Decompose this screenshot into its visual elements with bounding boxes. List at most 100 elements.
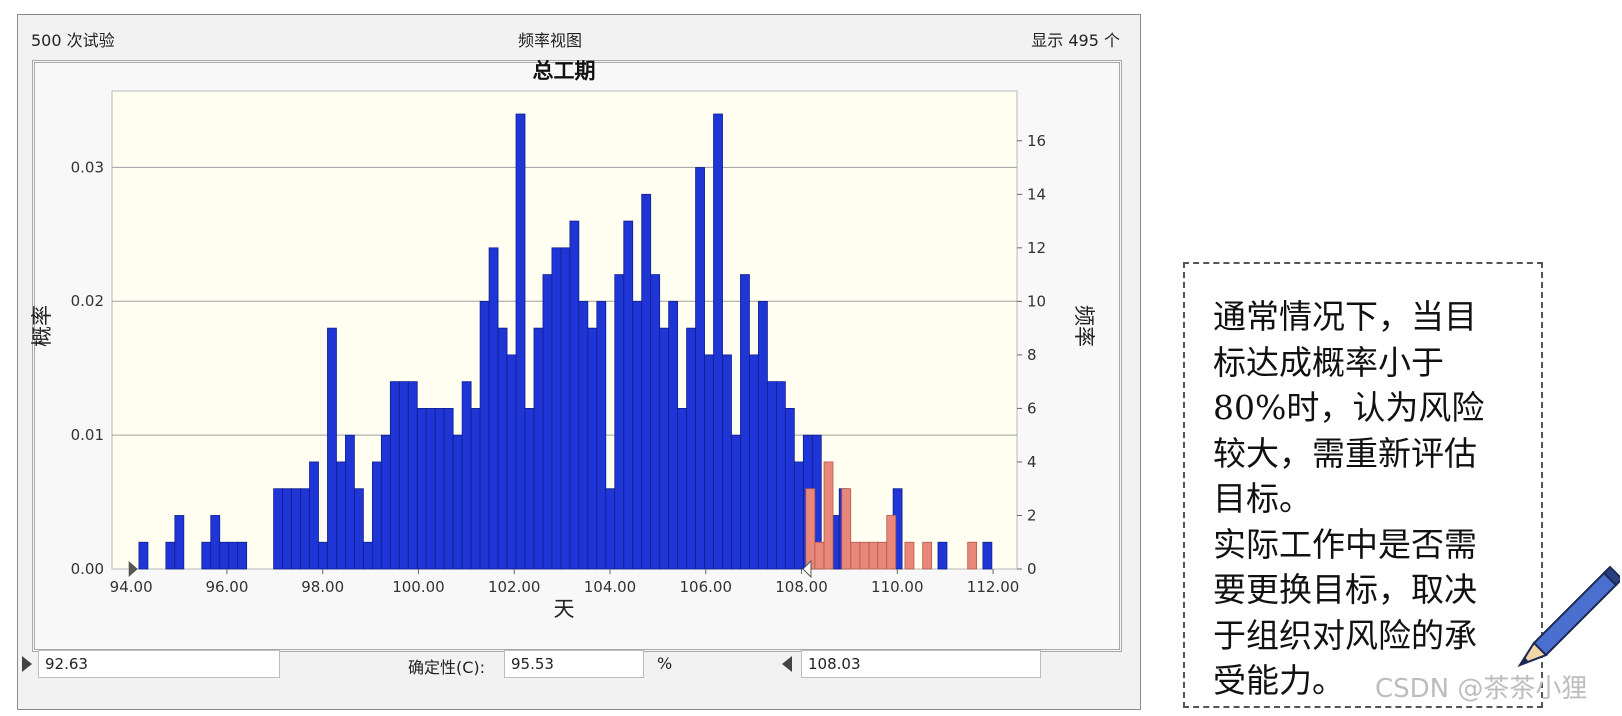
pencil-icon xyxy=(1517,565,1620,668)
bar xyxy=(362,541,373,570)
bar xyxy=(560,247,571,570)
bar xyxy=(479,300,490,570)
x-tick-label: 94.00 xyxy=(110,578,153,596)
note-card: 通常情况下，当目 标达成概率小于 80%时，认为风险 较大，需重新评估 目标。 … xyxy=(1183,262,1543,708)
right-range-marker[interactable] xyxy=(802,559,812,579)
x-tick-label: 98.00 xyxy=(301,578,344,596)
bar xyxy=(793,461,804,570)
bar xyxy=(345,434,355,570)
bar xyxy=(982,541,993,570)
right-marker-icon[interactable] xyxy=(782,656,792,672)
bar-out-of-range xyxy=(922,541,933,570)
bar xyxy=(416,408,427,570)
bar xyxy=(354,488,364,570)
y-left-axis-label: 概率 xyxy=(30,305,54,347)
bar xyxy=(587,327,598,570)
bar xyxy=(524,408,535,570)
bar xyxy=(937,541,948,570)
bar xyxy=(551,247,562,570)
y-left-tick-label: 0.03 xyxy=(71,158,104,176)
bar xyxy=(650,274,661,570)
bar xyxy=(686,327,696,570)
bar xyxy=(201,541,212,570)
x-tick-label: 96.00 xyxy=(205,578,248,596)
y-right-tick-label: 14 xyxy=(1027,185,1046,203)
bar-out-of-range xyxy=(841,488,852,570)
bar xyxy=(506,354,517,570)
chart-title: 总工期 xyxy=(533,59,596,83)
bar xyxy=(704,354,714,570)
range-markers[interactable] xyxy=(128,559,812,579)
bar xyxy=(461,381,472,570)
bar-out-of-range xyxy=(868,541,879,570)
x-tick-label: 104.00 xyxy=(584,578,637,596)
bar xyxy=(398,381,409,570)
y-right-tick-label: 0 xyxy=(1027,560,1037,578)
bar xyxy=(605,488,616,570)
y-right-tick-label: 6 xyxy=(1027,399,1037,417)
x-tick-label: 100.00 xyxy=(392,578,445,596)
bar xyxy=(407,381,418,570)
view-mode[interactable]: 频率视图 xyxy=(518,31,583,50)
bar xyxy=(282,488,292,570)
bar xyxy=(443,408,454,570)
bar xyxy=(138,541,149,570)
bar xyxy=(309,461,319,570)
y-right-tick-label: 16 xyxy=(1027,132,1046,150)
bar xyxy=(371,461,382,570)
histogram-chart[interactable]: 总工期 94.00 96.00 98.00 100.00 102.00 104.00 106… xyxy=(17,48,1107,630)
bar xyxy=(569,220,580,570)
bar xyxy=(497,327,508,570)
bar xyxy=(775,381,786,570)
bar xyxy=(452,434,463,570)
bar-out-of-range xyxy=(886,515,897,570)
bar xyxy=(731,434,741,570)
right-value-field[interactable]: 108.03 xyxy=(801,650,1041,678)
bar xyxy=(488,247,499,570)
bar xyxy=(425,408,436,570)
bar xyxy=(641,193,652,570)
y-right-tick-label: 4 xyxy=(1027,453,1037,471)
bar xyxy=(784,408,795,570)
certainty-field[interactable]: 95.53 xyxy=(504,650,644,678)
bar xyxy=(336,461,346,570)
bar xyxy=(380,434,391,570)
bar xyxy=(758,300,768,570)
bar xyxy=(165,541,176,570)
bar xyxy=(389,381,400,570)
bar-out-of-range xyxy=(967,541,978,570)
bar xyxy=(300,488,310,570)
bar-out-of-range xyxy=(904,541,915,570)
bar xyxy=(668,300,679,570)
left-value-field[interactable]: 92.63 xyxy=(38,650,280,678)
y-right-tick-label: 10 xyxy=(1027,292,1046,310)
bar xyxy=(695,167,705,570)
y-left-tick-labels: 0.00 0.01 0.02 0.03 xyxy=(71,158,104,578)
bar xyxy=(722,354,732,570)
bar xyxy=(327,327,337,570)
bars xyxy=(138,113,993,570)
bar xyxy=(237,541,248,570)
bar xyxy=(749,354,759,570)
certainty-label: 确定性(C): xyxy=(408,658,486,677)
x-tick-label: 112.00 xyxy=(967,578,1020,596)
bar xyxy=(219,541,230,570)
y-left-tick-label: 0.00 xyxy=(71,560,104,578)
x-tick-labels: 94.00 96.00 98.00 100.00 102.00 104.00 106.00 1… xyxy=(110,569,1020,596)
bar xyxy=(228,541,239,570)
bar xyxy=(767,381,777,570)
bar-out-of-range xyxy=(805,488,816,570)
left-marker-icon[interactable] xyxy=(22,656,32,672)
bar xyxy=(623,220,634,570)
bar xyxy=(174,515,185,570)
y-right-tick-label: 8 xyxy=(1027,346,1037,364)
bar xyxy=(659,327,670,570)
left-range-marker[interactable] xyxy=(128,561,138,577)
note-text: 通常情况下，当目 标达成概率小于 80%时，认为风险 较大，需重新评估 目标。 … xyxy=(1213,297,1485,700)
y-right-tick-label: 2 xyxy=(1027,506,1037,524)
trials-count: 500 次试验 xyxy=(31,31,115,50)
percent-label: % xyxy=(657,654,673,673)
x-tick-label: 108.00 xyxy=(775,578,828,596)
bar xyxy=(273,488,283,570)
bar xyxy=(596,300,607,570)
